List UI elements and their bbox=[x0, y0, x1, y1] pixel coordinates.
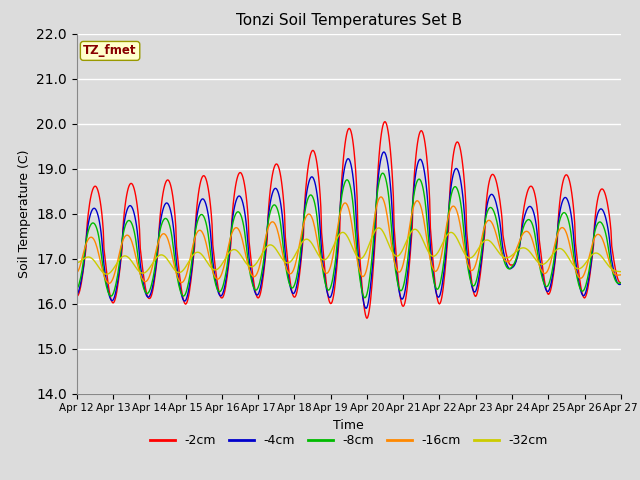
-32cm bbox=[449, 230, 456, 236]
-16cm bbox=[395, 269, 403, 275]
X-axis label: Time: Time bbox=[333, 419, 364, 432]
-32cm bbox=[73, 260, 81, 265]
-8cm bbox=[340, 181, 348, 187]
-32cm bbox=[216, 264, 224, 269]
-2cm bbox=[617, 280, 625, 286]
-2cm bbox=[381, 119, 389, 124]
-4cm bbox=[362, 305, 370, 311]
-4cm bbox=[395, 286, 403, 291]
-32cm bbox=[375, 225, 383, 231]
-16cm bbox=[193, 230, 201, 236]
-4cm bbox=[449, 176, 456, 181]
-8cm bbox=[568, 242, 576, 248]
-32cm bbox=[617, 269, 625, 275]
-16cm bbox=[73, 270, 81, 276]
-8cm bbox=[216, 289, 223, 295]
-16cm bbox=[617, 272, 625, 278]
-32cm bbox=[341, 230, 349, 236]
-16cm bbox=[568, 255, 576, 261]
-4cm bbox=[380, 149, 387, 155]
-2cm bbox=[568, 195, 576, 201]
Legend: -2cm, -4cm, -8cm, -16cm, -32cm: -2cm, -4cm, -8cm, -16cm, -32cm bbox=[145, 429, 553, 452]
-8cm bbox=[617, 280, 625, 286]
-4cm bbox=[617, 281, 625, 287]
-4cm bbox=[340, 167, 348, 172]
-32cm bbox=[568, 261, 576, 267]
-2cm bbox=[216, 291, 223, 297]
-2cm bbox=[73, 293, 81, 299]
-4cm bbox=[216, 292, 223, 298]
-4cm bbox=[568, 222, 576, 228]
-8cm bbox=[449, 188, 456, 194]
-4cm bbox=[193, 218, 200, 224]
-16cm bbox=[106, 280, 113, 286]
-32cm bbox=[103, 271, 111, 277]
Line: -32cm: -32cm bbox=[77, 228, 621, 274]
-16cm bbox=[216, 274, 224, 280]
-2cm bbox=[395, 281, 403, 287]
Line: -16cm: -16cm bbox=[77, 197, 621, 283]
-8cm bbox=[73, 286, 81, 292]
-8cm bbox=[361, 295, 369, 300]
-8cm bbox=[395, 284, 403, 290]
-8cm bbox=[193, 224, 200, 230]
-32cm bbox=[193, 250, 201, 255]
-16cm bbox=[378, 194, 385, 200]
-2cm bbox=[340, 147, 348, 153]
-16cm bbox=[341, 200, 349, 206]
-16cm bbox=[449, 204, 456, 209]
-2cm bbox=[193, 212, 200, 217]
Line: -8cm: -8cm bbox=[77, 173, 621, 298]
-2cm bbox=[363, 315, 371, 321]
-32cm bbox=[395, 252, 403, 258]
-2cm bbox=[449, 160, 456, 166]
Line: -2cm: -2cm bbox=[77, 121, 621, 318]
Line: -4cm: -4cm bbox=[77, 152, 621, 308]
Title: Tonzi Soil Temperatures Set B: Tonzi Soil Temperatures Set B bbox=[236, 13, 462, 28]
-4cm bbox=[73, 292, 81, 298]
Y-axis label: Soil Temperature (C): Soil Temperature (C) bbox=[18, 149, 31, 278]
Text: TZ_fmet: TZ_fmet bbox=[83, 44, 137, 58]
-8cm bbox=[379, 170, 387, 176]
